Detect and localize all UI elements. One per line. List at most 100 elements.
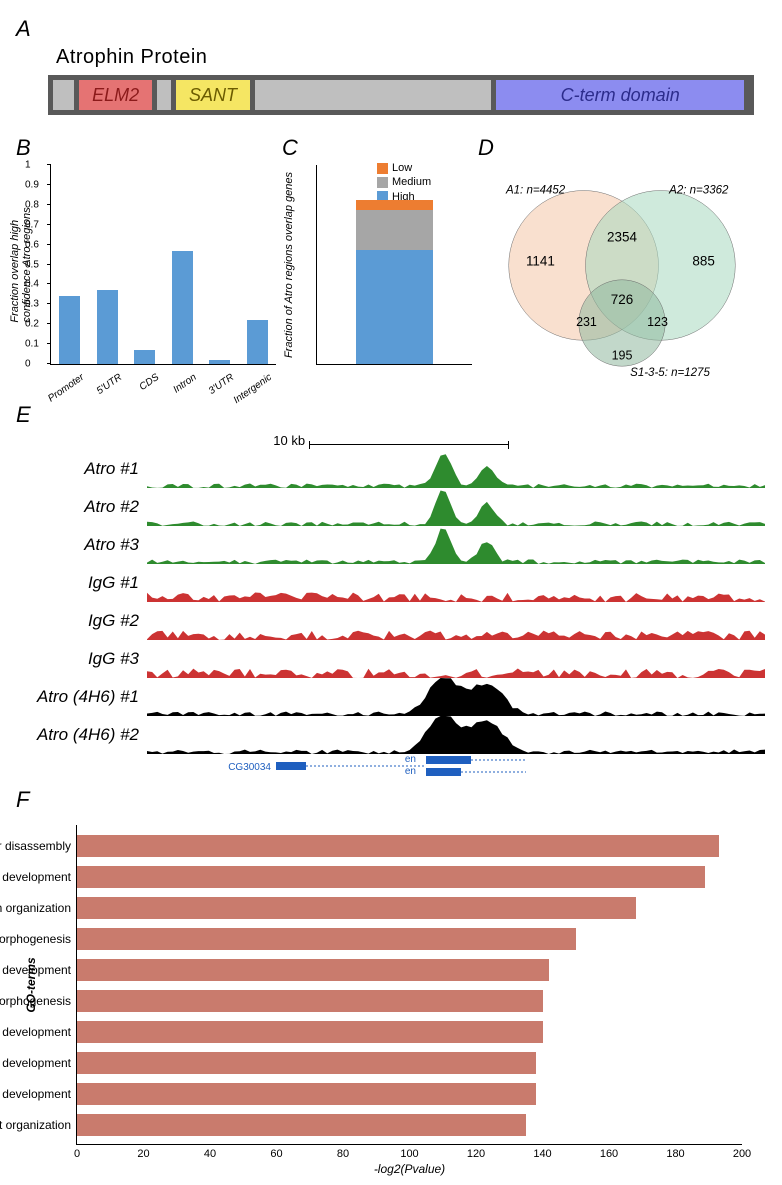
b-ytick: 0 <box>25 359 31 370</box>
domain-C-term domain: C-term domain <box>491 80 749 110</box>
f-bar <box>77 1052 536 1074</box>
track-data <box>147 716 765 754</box>
f-row: tissue development <box>77 1083 536 1105</box>
b-ytick: 0.8 <box>25 199 39 210</box>
f-bar <box>77 866 705 888</box>
f-xtick: 0 <box>74 1148 80 1160</box>
f-xtick: 200 <box>733 1148 751 1160</box>
b-category-label: Promoter <box>47 372 87 405</box>
f-category: system development <box>0 1025 71 1039</box>
track-row: Atro #1 <box>17 450 765 488</box>
b-category-label: 3'UTR <box>207 372 236 397</box>
b-category-label: Intergenic <box>232 372 274 406</box>
panel-c-chart: Fraction of Atro regions overlap genes L… <box>316 165 472 365</box>
b-ytick: 0.9 <box>25 179 39 190</box>
b-category-label: CDS <box>138 372 162 393</box>
f-row: system development <box>77 1021 543 1043</box>
panel-a-label: A <box>16 16 766 42</box>
panel-c-legend: LowMediumHigh <box>377 161 431 204</box>
f-bar <box>77 897 636 919</box>
f-xtick: 140 <box>533 1148 551 1160</box>
row-bcd: B Fraction overlap highconfidence Atro r… <box>16 135 766 390</box>
svg-text:726: 726 <box>611 292 633 307</box>
f-row: animal organ morphogenesis <box>77 928 576 950</box>
panel-e: E 10 kb Atro #1 Atro #2 Atro #3 IgG #1 IgG #… <box>16 402 766 779</box>
panel-a: A Atrophin Protein ELM2SANTC-term domain <box>16 16 766 115</box>
track-row: Atro #2 <box>17 488 765 526</box>
f-xtick: 80 <box>337 1148 349 1160</box>
panel-e-label: E <box>16 402 766 428</box>
f-category: animal organ morphogenesis <box>0 932 71 946</box>
f-bar <box>77 835 719 857</box>
track-row: IgG #3 <box>17 640 765 678</box>
panel-f: F GO-terms -log2(Pvalue) chromatin assem… <box>16 787 766 1145</box>
b-bar <box>59 296 80 364</box>
f-bar <box>77 959 549 981</box>
panel-b-chart: Fraction overlap highconfidence Atro reg… <box>50 165 276 365</box>
panel-c-stacked-bar <box>356 200 434 364</box>
track-label: Atro #2 <box>17 497 147 517</box>
track-data <box>147 450 765 488</box>
b-category-label: 5'UTR <box>95 372 124 397</box>
f-xtick: 160 <box>600 1148 618 1160</box>
track-row: IgG #1 <box>17 564 765 602</box>
c-segment-Medium <box>356 210 434 250</box>
f-xtick: 180 <box>666 1148 684 1160</box>
svg-text:A1: n=4452: A1: n=4452 <box>505 184 566 196</box>
c-legend-item: Low <box>377 161 431 175</box>
svg-text:S1-3-5: n=1275: S1-3-5: n=1275 <box>630 367 710 379</box>
panel-c-label: C <box>282 135 472 161</box>
panel-f-label: F <box>16 787 766 813</box>
f-category: chromatin assembly or disassembly <box>0 839 71 853</box>
track-label: Atro (4H6) #2 <box>17 725 147 745</box>
c-legend-item: Medium <box>377 175 431 189</box>
track-row: Atro (4H6) #1 <box>17 678 765 716</box>
f-category: chromatin organization <box>0 901 71 915</box>
track-row: Atro (4H6) #2 <box>17 716 765 754</box>
f-xtick: 20 <box>137 1148 149 1160</box>
track-label: Atro #3 <box>17 535 147 555</box>
panel-b-label: B <box>16 135 276 161</box>
panel-f-chart: GO-terms -log2(Pvalue) chromatin assembl… <box>76 825 742 1145</box>
venn-diagram: A1: n=4452A2: n=3362S1-3-5: n=1275114188… <box>478 165 766 385</box>
f-row: cellular component organization <box>77 1114 526 1136</box>
b-ytick: 0.4 <box>25 279 39 290</box>
track-label: IgG #3 <box>17 649 147 669</box>
track-data <box>147 602 765 640</box>
f-category: animal organ development <box>0 870 71 884</box>
f-bar <box>77 1083 536 1105</box>
b-category-label: Intron <box>172 372 199 396</box>
b-bar <box>209 360 230 364</box>
f-category: tube development <box>0 1056 71 1070</box>
panel-e-tracks: 10 kb Atro #1 Atro #2 Atro #3 IgG #1 IgG #2 I… <box>16 432 766 779</box>
track-label: IgG #1 <box>17 573 147 593</box>
f-xtick: 120 <box>467 1148 485 1160</box>
b-ytick: 0.3 <box>25 299 39 310</box>
svg-text:885: 885 <box>692 253 714 268</box>
b-bar <box>97 290 118 364</box>
panel-d-label: D <box>478 135 766 161</box>
domain-spacer <box>255 80 492 110</box>
domain-ELM2: ELM2 <box>74 80 158 110</box>
c-segment-High <box>356 250 434 364</box>
svg-text:en: en <box>405 754 416 765</box>
f-bar <box>77 928 576 950</box>
b-ytick: 0.7 <box>25 219 39 230</box>
scale-line <box>309 444 509 445</box>
scale-text: 10 kb <box>273 433 305 448</box>
protein-domain-bar: ELM2SANTC-term domain <box>48 75 754 115</box>
scale-bar: 10 kb <box>17 433 765 448</box>
c-segment-Low <box>356 200 434 210</box>
panel-c: C Fraction of Atro regions overlap genes… <box>282 135 472 390</box>
track-label: IgG #2 <box>17 611 147 631</box>
panel-f-xlabel: -log2(Pvalue) <box>374 1162 445 1176</box>
panel-c-ylabel: Fraction of Atro regions overlap genes <box>283 171 295 357</box>
f-row: animal organ development <box>77 866 705 888</box>
f-row: tube development <box>77 1052 536 1074</box>
b-ytick: 0.2 <box>25 319 39 330</box>
svg-text:1141: 1141 <box>526 253 555 268</box>
f-bar <box>77 990 543 1012</box>
track-data <box>147 564 765 602</box>
track-row: IgG #2 <box>17 602 765 640</box>
b-ytick: 0.5 <box>25 259 39 270</box>
